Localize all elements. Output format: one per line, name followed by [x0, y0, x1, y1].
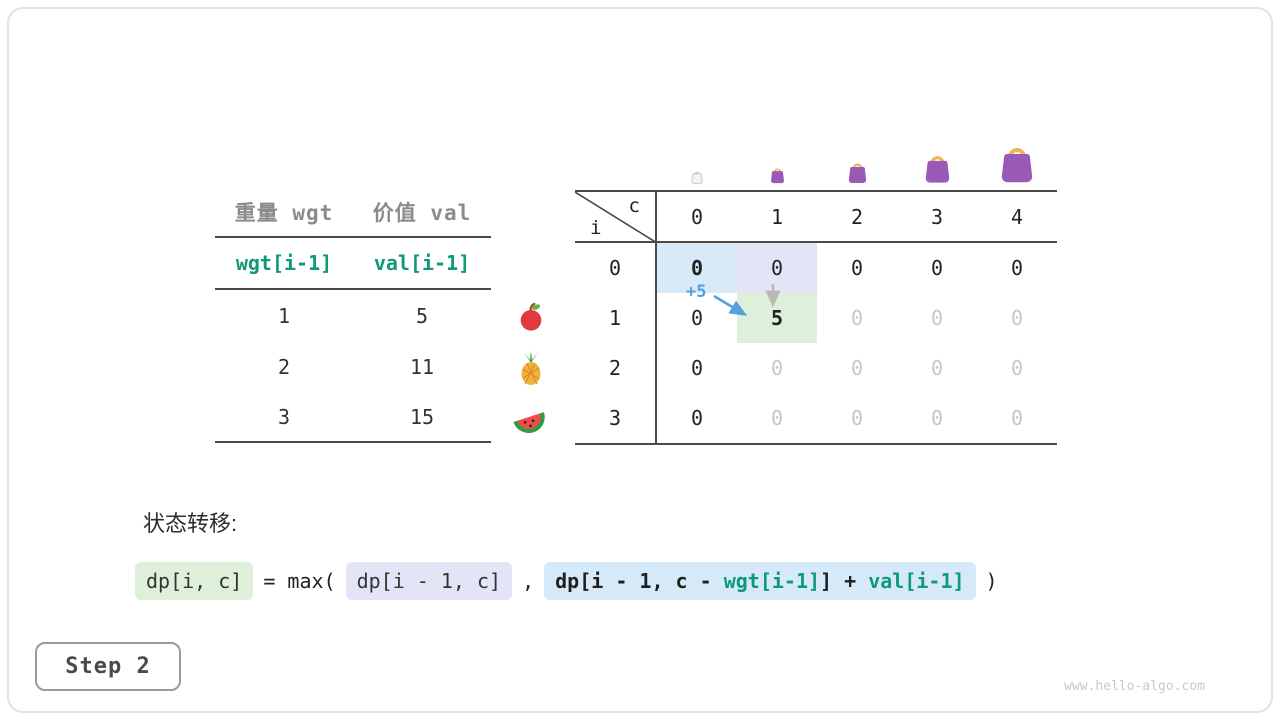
- corner-row-label: i: [590, 217, 602, 239]
- knapsack-capacity-icons: [657, 130, 1057, 184]
- dp-row-header-1: 1: [575, 293, 657, 343]
- item-value: 11: [409, 354, 435, 379]
- pineapple-icon: [515, 350, 547, 390]
- bag-icon-capacity-4: [977, 130, 1057, 184]
- bag-icon-capacity-1: [737, 130, 817, 184]
- dp-cell-r3c0: 0: [690, 406, 704, 430]
- dp-table: c i 0 1 2 3 4 0 0 0 0 0 0 1 0 5 0 0 0 2 …: [575, 190, 1057, 445]
- dp-cell-r1c3: 0: [930, 306, 944, 330]
- dp-cell-r1c4: 0: [1010, 306, 1024, 330]
- item-weight: 2: [277, 354, 291, 379]
- bag-icon-capacity-3: [897, 130, 977, 184]
- value-column-header: 价值 val: [372, 201, 472, 225]
- dp-row-2: 2 0 0 0 0 0: [575, 343, 1057, 393]
- dp-cell-r0c3: 0: [930, 256, 944, 280]
- dp-cell-r3c2: 0: [850, 406, 864, 430]
- state-transition-label: 状态转移:: [143, 511, 238, 536]
- dp-cell-r1c2: 0: [850, 306, 864, 330]
- dp-cell-r3c4: 0: [1010, 406, 1024, 430]
- dp-row-1: 1 0 5 0 0 0: [575, 293, 1057, 343]
- dp-current-term: dp[i, c]: [135, 562, 254, 600]
- val-formula-label: val[i-1]: [373, 251, 471, 275]
- item-weight: 3: [277, 404, 291, 429]
- item-row-pineapple: 2 11: [215, 341, 491, 392]
- weight-column-header: 重量 wgt: [234, 201, 334, 225]
- dp-corner-cell: c i: [575, 192, 657, 243]
- dp-col-header-4: 4: [1010, 204, 1024, 229]
- dp-row-header-2: 2: [575, 343, 657, 393]
- item-row-watermelon: 3 15: [215, 392, 491, 443]
- items-table-header: 重量 wgt 价值 val: [215, 188, 491, 238]
- step-badge: Step 2: [35, 642, 181, 691]
- watermelon-icon: [511, 404, 547, 440]
- dp-cell-r2c1: 0: [770, 356, 784, 380]
- dp-col-header-3: 3: [930, 204, 944, 229]
- comma: ,: [522, 569, 535, 593]
- dp-cell-r1c1: 5: [737, 293, 817, 343]
- item-row-apple: 1 5: [215, 290, 491, 341]
- plus-five-annotation: +5: [686, 282, 707, 302]
- items-table: 重量 wgt 价值 val wgt[i-1] val[i-1] 1 5 2 11…: [215, 188, 491, 443]
- items-table-formula-row: wgt[i-1] val[i-1]: [215, 238, 491, 290]
- corner-col-label: c: [628, 195, 640, 217]
- bag-icon-capacity-2: [817, 130, 897, 184]
- dp-row-0: 0 0 0 0 0 0: [575, 243, 1057, 293]
- state-transition-formula: dp[i, c] = max( dp[i - 1, c] , dp[i - 1,…: [135, 562, 998, 600]
- dp-cell-r1c0: 0: [690, 306, 704, 330]
- dp-col-header-2: 2: [850, 204, 864, 229]
- dp-skip-term: dp[i - 1, c]: [345, 562, 513, 600]
- dp-col-header-1: 1: [770, 204, 784, 229]
- closing-paren: ): [985, 569, 998, 593]
- dp-cell-r2c2: 0: [850, 356, 864, 380]
- dp-row-header-3: 3: [575, 393, 657, 443]
- dp-cell-r2c0: 0: [690, 356, 704, 380]
- dp-cell-r0c4: 0: [1010, 256, 1024, 280]
- watermark: www.hello-algo.com: [1064, 679, 1205, 694]
- take-term-part1: dp[i - 1, c -: [555, 569, 724, 593]
- take-term-val: val[i-1]: [868, 569, 965, 593]
- apple-icon: [516, 302, 546, 336]
- dp-cell-r0c2: 0: [850, 256, 864, 280]
- dp-cell-r2c4: 0: [1010, 356, 1024, 380]
- item-value: 5: [415, 303, 429, 328]
- dp-cell-r3c1: 0: [770, 406, 784, 430]
- dp-cell-r0c0: 0: [657, 243, 737, 293]
- dp-row-header-0: 0: [575, 243, 657, 293]
- item-weight: 1: [277, 303, 291, 328]
- dp-take-term: dp[i - 1, c - wgt[i-1]] + val[i-1]: [544, 562, 976, 600]
- dp-row-3: 3 0 0 0 0 0: [575, 393, 1057, 443]
- dp-cell-r2c3: 0: [930, 356, 944, 380]
- dp-header-row: c i 0 1 2 3 4: [575, 192, 1057, 243]
- dp-cell-r0c1: 0: [737, 243, 817, 293]
- dp-col-header-0: 0: [690, 204, 704, 229]
- dp-cell-r3c3: 0: [930, 406, 944, 430]
- bag-icon-capacity-0: [657, 130, 737, 184]
- item-value: 15: [409, 404, 435, 429]
- take-term-part2: ] +: [820, 569, 869, 593]
- wgt-formula-label: wgt[i-1]: [235, 251, 333, 275]
- max-operator: = max(: [263, 569, 336, 593]
- take-term-wgt: wgt[i-1]: [723, 569, 821, 593]
